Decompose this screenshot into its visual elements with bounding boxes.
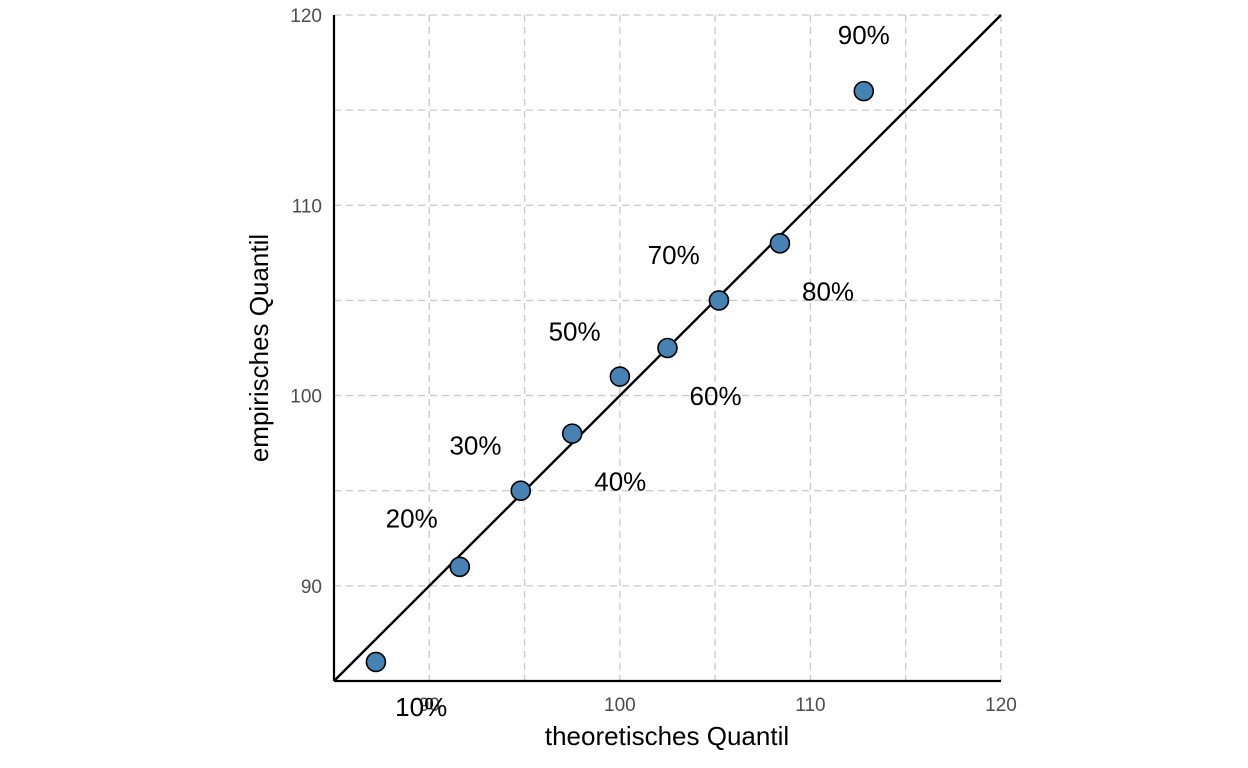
axes: 90 100 110 120 90 100 110 120 [290,6,1017,716]
point-label: 60% [690,381,742,411]
point-label: 90% [838,20,890,50]
data-point [561,423,583,444]
data-point [449,556,471,578]
y-axis-title: empirisches Quantil [244,234,274,462]
point-label: 10% [395,692,447,722]
data-points [365,80,875,673]
y-tick-label: 100 [290,387,322,408]
data-point [609,366,631,387]
y-tick-label: 110 [292,196,322,217]
x-axis-title: theoretisches Quantil [545,721,789,751]
data-point [708,290,730,311]
x-tick-label: 100 [604,695,636,716]
y-tick-label: 90 [301,577,322,598]
x-tick-label: 110 [795,695,825,716]
point-label: 20% [386,504,438,534]
point-label: 70% [648,240,700,270]
point-labels: 10% 20% 30% 40% 50% 60% 70% 80% 90% [386,20,890,722]
x-tick-label: 90 [419,695,440,716]
point-label: 50% [549,316,601,346]
x-tick-label: 120 [985,695,1017,716]
point-label: 80% [802,276,854,306]
data-point [853,80,875,102]
point-label: 40% [594,467,646,497]
data-point [365,651,387,673]
y-tick-label: 120 [290,6,322,27]
point-label: 30% [449,430,501,460]
data-point [510,480,532,502]
data-point [769,233,791,254]
data-point [657,337,678,359]
